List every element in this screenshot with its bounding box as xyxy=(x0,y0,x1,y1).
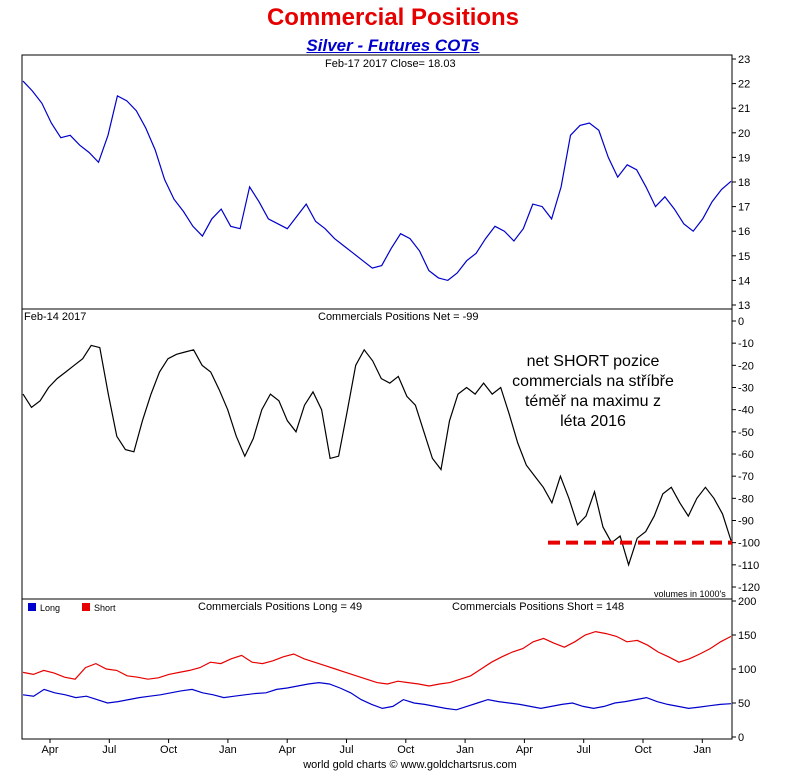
series-short-line xyxy=(22,630,732,687)
x-tick-label: Jan xyxy=(219,744,237,756)
y-tick-label: -40 xyxy=(738,405,754,417)
y-tick-label: -70 xyxy=(738,471,754,483)
net-panel-header: Commercials Positions Net = -99 xyxy=(318,311,478,323)
x-tick-label: Jul xyxy=(102,744,116,756)
long-header: Commercials Positions Long = 49 xyxy=(198,601,362,613)
x-tick-label: Oct xyxy=(397,744,414,756)
x-tick-label: Oct xyxy=(634,744,651,756)
y-tick-label: 0 xyxy=(738,316,744,328)
y-tick-label: 14 xyxy=(738,275,750,287)
y-tick-label: 17 xyxy=(738,202,750,214)
chart-title: Commercial Positions xyxy=(266,4,520,31)
y-tick-label: 18 xyxy=(738,177,750,189)
price-series-line xyxy=(22,80,732,282)
y-tick-label: 200 xyxy=(738,596,756,608)
annotation-line-3: téměř na maximu z xyxy=(525,393,661,410)
legend-long-label: Long xyxy=(40,603,60,613)
y-tick-label: 150 xyxy=(738,630,756,642)
y-tick-label: -80 xyxy=(738,493,754,505)
x-tick-label: Apr xyxy=(41,744,58,756)
annotation-line-2: commercials na stříbře xyxy=(512,373,674,390)
x-tick-label: Jan xyxy=(456,744,474,756)
chart-footer: world gold charts © www.goldchartsrus.co… xyxy=(302,759,517,771)
longshort-panel-frame xyxy=(21,598,733,740)
y-tick-label: -100 xyxy=(738,538,760,550)
y-tick-label: -50 xyxy=(738,427,754,439)
y-tick-label: -10 xyxy=(738,338,754,350)
y-tick-label: 13 xyxy=(738,300,750,312)
price-panel-header: Feb-17 2017 Close= 18.03 xyxy=(325,58,456,70)
annotation-line-1: net SHORT pozice xyxy=(527,353,660,370)
volume-unit-note: volumes in 1000's xyxy=(654,589,726,599)
chart-subtitle: Silver - Futures COTs xyxy=(306,36,480,55)
annotation-line-4: léta 2016 xyxy=(560,413,626,430)
x-tick-label: Jul xyxy=(339,744,353,756)
legend-short-label: Short xyxy=(94,603,116,613)
y-tick-label: -110 xyxy=(738,560,759,572)
y-tick-label: 50 xyxy=(738,698,750,710)
y-tick-label: 23 xyxy=(738,54,750,66)
series-long-line xyxy=(22,681,732,711)
price-panel-frame xyxy=(21,54,733,310)
x-tick-label: Jan xyxy=(693,744,711,756)
legend-long-swatch xyxy=(28,603,36,611)
net-panel-date: Feb-14 2017 xyxy=(24,311,86,323)
short-header: Commercials Positions Short = 148 xyxy=(452,601,624,613)
legend-short-swatch xyxy=(82,603,90,611)
y-tick-label: 16 xyxy=(738,226,750,238)
y-tick-label: 20 xyxy=(738,128,750,140)
y-tick-label: 22 xyxy=(738,79,750,91)
y-tick-label: -120 xyxy=(738,582,760,594)
y-tick-label: -90 xyxy=(738,516,754,528)
y-tick-label: 0 xyxy=(738,732,744,744)
y-tick-label: -30 xyxy=(738,383,754,395)
y-tick-label: 15 xyxy=(738,251,750,263)
x-tick-label: Apr xyxy=(516,744,533,756)
x-tick-label: Jul xyxy=(577,744,591,756)
y-tick-label: 100 xyxy=(738,664,756,676)
y-tick-label: -60 xyxy=(738,449,754,461)
y-tick-label: 21 xyxy=(738,103,750,115)
x-tick-label: Oct xyxy=(160,744,177,756)
x-tick-label: Apr xyxy=(279,744,296,756)
y-tick-label: 19 xyxy=(738,152,750,164)
y-tick-label: -20 xyxy=(738,360,754,372)
